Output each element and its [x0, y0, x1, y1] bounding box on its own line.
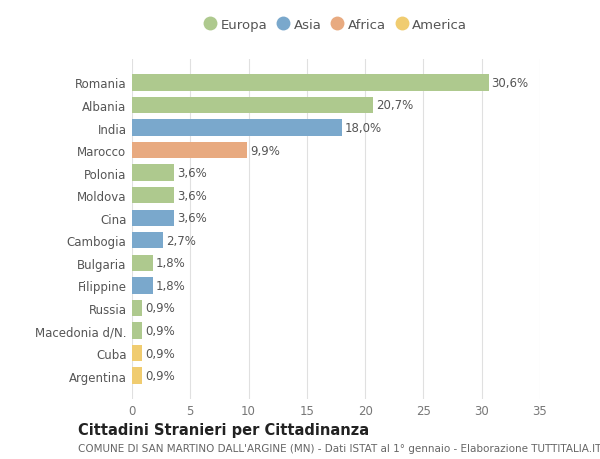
- Bar: [132, 300, 142, 316]
- Bar: [132, 143, 247, 159]
- Bar: [132, 323, 142, 339]
- Text: 0,9%: 0,9%: [145, 325, 175, 337]
- Bar: [132, 278, 153, 294]
- Text: 30,6%: 30,6%: [491, 77, 529, 90]
- Text: 2,7%: 2,7%: [166, 234, 196, 247]
- Text: 1,8%: 1,8%: [156, 279, 185, 292]
- Text: 3,6%: 3,6%: [177, 189, 206, 202]
- Bar: [132, 188, 174, 204]
- Legend: Europa, Asia, Africa, America: Europa, Asia, Africa, America: [205, 19, 467, 32]
- Bar: [132, 255, 153, 271]
- Bar: [132, 210, 174, 226]
- Text: COMUNE DI SAN MARTINO DALL'ARGINE (MN) - Dati ISTAT al 1° gennaio - Elaborazione: COMUNE DI SAN MARTINO DALL'ARGINE (MN) -…: [78, 443, 600, 453]
- Bar: [132, 345, 142, 361]
- Text: 0,9%: 0,9%: [145, 302, 175, 315]
- Text: 9,9%: 9,9%: [250, 144, 280, 157]
- Text: 20,7%: 20,7%: [376, 99, 413, 112]
- Bar: [132, 368, 142, 384]
- Text: Cittadini Stranieri per Cittadinanza: Cittadini Stranieri per Cittadinanza: [78, 422, 369, 437]
- Text: 18,0%: 18,0%: [345, 122, 382, 134]
- Text: 3,6%: 3,6%: [177, 212, 206, 225]
- Text: 1,8%: 1,8%: [156, 257, 185, 270]
- Bar: [132, 165, 174, 181]
- Text: 3,6%: 3,6%: [177, 167, 206, 180]
- Bar: [132, 120, 342, 136]
- Bar: [132, 98, 373, 114]
- Text: 0,9%: 0,9%: [145, 347, 175, 360]
- Bar: [132, 75, 489, 91]
- Text: 0,9%: 0,9%: [145, 369, 175, 382]
- Bar: [132, 233, 163, 249]
